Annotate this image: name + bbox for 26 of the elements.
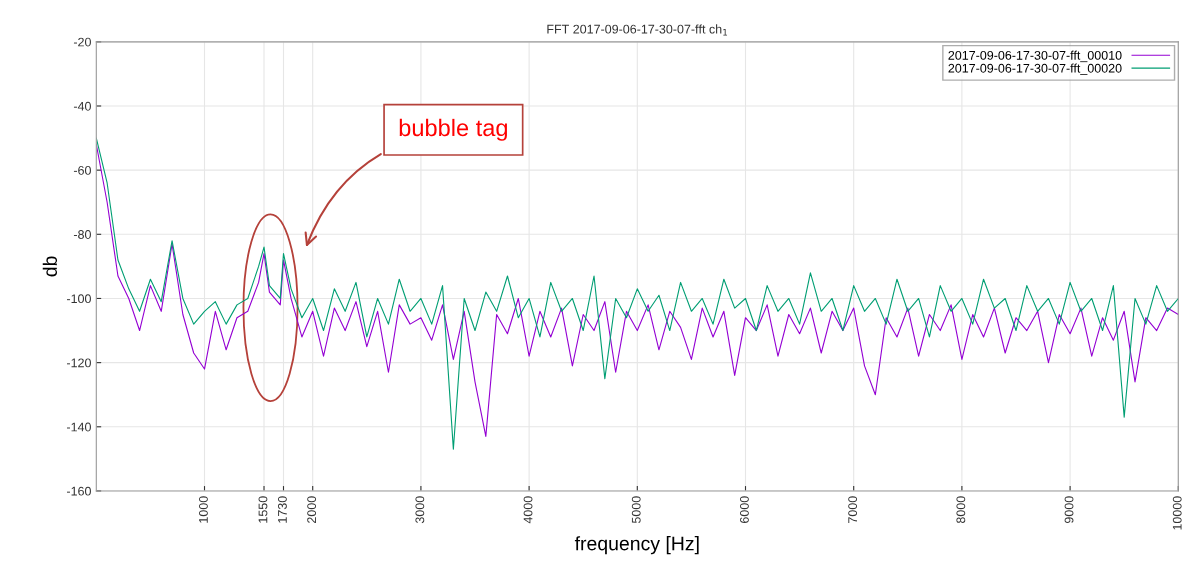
- y-tick-label: -100: [66, 294, 91, 304]
- x-tick-label: 3000: [415, 496, 425, 524]
- x-tick-label: 6000: [740, 496, 749, 523]
- y-tick-label: -120: [66, 358, 91, 368]
- x-tick-label: 1730: [278, 496, 287, 523]
- x-tick-label: 2000: [307, 496, 317, 523]
- y-tick-label: -20: [73, 37, 91, 47]
- y-tick-label: -140: [66, 422, 91, 432]
- y-tick-label: -80: [73, 230, 91, 239]
- annotation: bubble tag: [399, 118, 507, 141]
- x-tick-label: 5000: [631, 496, 641, 524]
- x-tick-label: 8000: [956, 496, 966, 524]
- y-tick-label: -60: [73, 165, 91, 175]
- y-tick-label: -160: [66, 486, 91, 496]
- legend-label: 2017-09-06-17-30-07-fft_00020: [948, 63, 1122, 76]
- y-tick-label: -40: [73, 101, 91, 111]
- chart-title: FFT 2017-09-06-17-30-07-fft ch$_{1}$: [547, 24, 728, 36]
- x-tick-label: 4000: [523, 496, 533, 524]
- x-axis-title: frequency [Hz]: [574, 536, 699, 555]
- x-tick-label: 10000: [1172, 496, 1182, 530]
- x-tick-label: 7000: [848, 496, 858, 523]
- x-tick-label: 1000: [199, 496, 208, 523]
- legend-label: 2017-09-06-17-30-07-fft_00010: [948, 50, 1122, 63]
- x-tick-label: 1550: [258, 496, 268, 523]
- y-axis-title: db: [42, 256, 58, 277]
- x-tick-label: 9000: [1064, 496, 1074, 524]
